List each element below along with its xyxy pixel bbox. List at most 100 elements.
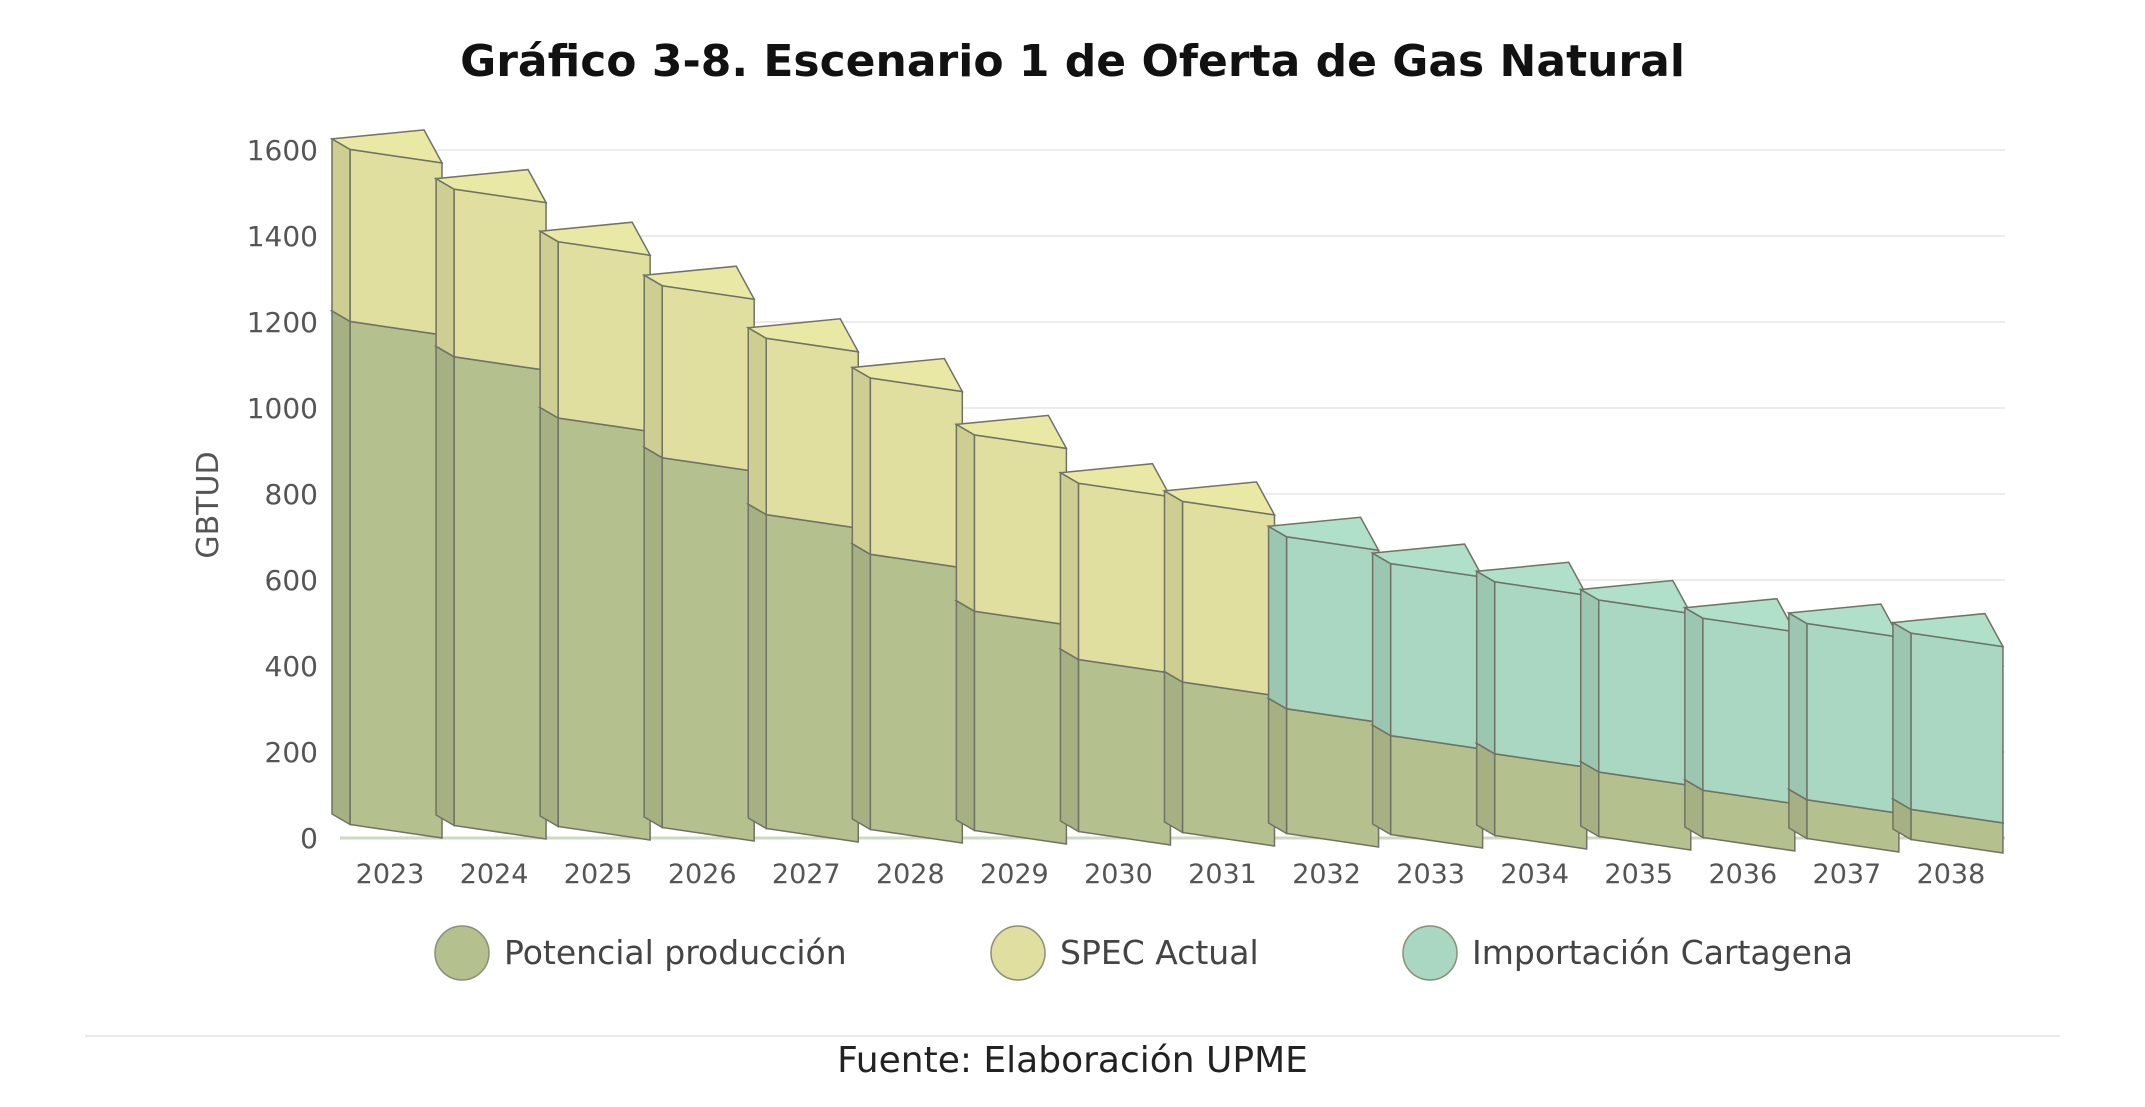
bar-segment-top — [641, 265, 756, 301]
bar-segment — [1389, 562, 1484, 750]
legend-swatch — [434, 925, 490, 981]
bar-segment — [765, 513, 859, 843]
bar-segment — [661, 284, 755, 473]
bar-segment — [349, 320, 443, 839]
bar-segment-side — [643, 445, 663, 829]
y-tick-label: 1000 — [247, 392, 318, 425]
y-tick-label: 600 — [265, 564, 318, 597]
bar-segment-side — [1580, 588, 1600, 774]
bar-segment-top — [953, 414, 1068, 450]
bar-segment — [1702, 617, 1796, 805]
bar-segment-side — [435, 344, 455, 827]
bar-group-2035 — [1578, 579, 1693, 851]
bar-segment-side — [747, 326, 767, 516]
bar-segment-side — [1267, 524, 1288, 711]
legend-label: Potencial producción — [504, 933, 847, 972]
bar-segment — [661, 456, 755, 842]
bar-segment-side — [955, 423, 976, 613]
bar-segment-top — [329, 129, 444, 164]
x-tick-label: 2030 — [1084, 859, 1153, 890]
bar-group-2030 — [1058, 462, 1172, 846]
divider — [85, 1035, 2060, 1037]
bar-segment-side — [955, 599, 976, 832]
bar-segment — [765, 337, 859, 529]
x-tick-label: 2033 — [1396, 859, 1465, 890]
source-note: Fuente: Elaboración UPME — [837, 1040, 1308, 1081]
y-tick-label: 400 — [265, 650, 318, 683]
legend-swatch — [990, 925, 1046, 981]
bar-group-2026 — [641, 265, 756, 842]
bar-segment-side — [643, 273, 663, 460]
bar-segment-side — [331, 137, 351, 323]
bar-segment-side — [1059, 471, 1080, 661]
y-axis-ticks: 0 200 400 600 800 1000 1200 1400 1600 — [247, 134, 318, 855]
legend-label: Importación Cartagena — [1472, 933, 1853, 972]
bar-segment-top — [433, 168, 548, 204]
bar-group-2024 — [433, 168, 548, 840]
y-tick-label: 1200 — [247, 306, 318, 339]
bar-segment — [1181, 681, 1276, 847]
bar-group-2023 — [329, 129, 444, 839]
y-axis-label: GBTUD — [191, 451, 226, 558]
x-tick-label: 2028 — [876, 859, 945, 890]
x-tick-label: 2025 — [564, 859, 633, 890]
y-tick-label: 1600 — [247, 134, 318, 167]
bar-segment-side — [1059, 647, 1080, 833]
x-tick-label: 2038 — [1917, 859, 1986, 890]
legend-swatch — [1402, 925, 1458, 981]
bar-segment-side — [1163, 489, 1184, 684]
x-tick-label: 2032 — [1292, 859, 1361, 890]
bar-segment-side — [1788, 611, 1808, 802]
bar-segment — [1077, 482, 1172, 674]
bar-group-2028 — [849, 357, 964, 844]
x-tick-label: 2024 — [460, 859, 529, 890]
legend-label: SPEC Actual — [1060, 933, 1259, 972]
bar-segment — [557, 240, 651, 433]
bar-segment-top — [849, 357, 964, 393]
bar-group-2027 — [745, 318, 860, 843]
bar-segment — [453, 355, 547, 840]
bar-group-2037 — [1786, 603, 1901, 853]
bar-segment-side — [1371, 551, 1392, 737]
bar-segment — [973, 434, 1068, 626]
bar-segment-side — [1475, 741, 1496, 837]
bar-segment-side — [1892, 621, 1912, 811]
bar-segment — [1077, 658, 1172, 846]
bar-segment-side — [539, 406, 559, 828]
stacked-bar-chart: 0 200 400 600 800 1000 1200 1400 1600 GBTUD 2023… — [191, 129, 2005, 981]
y-tick-label: 0 — [300, 822, 318, 855]
bar-segment — [1181, 500, 1276, 697]
bar-segment-top — [1162, 481, 1276, 516]
bar-segment — [349, 148, 443, 336]
bars — [329, 129, 2005, 854]
bar-group-2038 — [1890, 612, 2005, 854]
x-tick-label: 2036 — [1708, 859, 1777, 890]
x-tick-label: 2029 — [980, 859, 1049, 890]
bar-segment-side — [851, 366, 872, 556]
x-tick-label: 2037 — [1813, 859, 1882, 890]
bar-segment-side — [539, 229, 559, 420]
bar-segment — [1493, 752, 1588, 850]
x-axis-ticks: 2023 2024 2025 2026 2027 2028 2029 2030 2031 2032… — [356, 859, 1986, 890]
bar-segment-side — [1684, 606, 1704, 792]
bar-segment-side — [1163, 670, 1184, 834]
bar-segment-side — [747, 502, 767, 830]
y-tick-label: 800 — [265, 478, 318, 511]
bar-segment — [1910, 632, 2004, 824]
bar-segment-side — [435, 177, 455, 359]
x-tick-label: 2027 — [772, 859, 841, 890]
bar-segment — [973, 610, 1068, 845]
bar-segment — [453, 188, 547, 372]
bar-segment — [1598, 599, 1692, 787]
bar-segment-top — [1266, 516, 1380, 552]
bar-group-2025 — [537, 221, 652, 841]
bar-group-2032 — [1266, 516, 1380, 848]
bar-segment-side — [1475, 569, 1496, 756]
x-tick-label: 2023 — [356, 859, 425, 890]
bar-segment-top — [1890, 612, 2005, 648]
bar-segment-top — [537, 221, 652, 257]
chart-title: Gráfico 3-8. Escenario 1 de Oferta de Ga… — [460, 36, 1685, 87]
bar-group-2031 — [1162, 481, 1276, 847]
y-tick-label: 200 — [265, 736, 318, 769]
bar-segment-side — [851, 542, 872, 831]
